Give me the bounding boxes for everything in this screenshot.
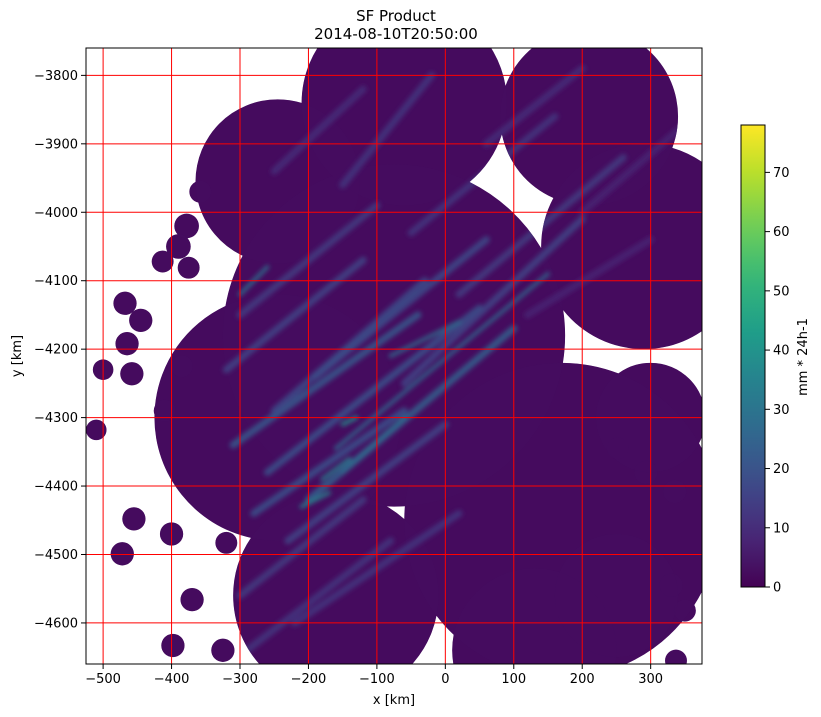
coverage-disc: [177, 256, 200, 279]
coverage-disc: [120, 362, 144, 386]
x-tick-label: −200: [291, 672, 327, 687]
y-tick-label: −4500: [34, 548, 78, 563]
x-tick-label: 300: [638, 672, 663, 687]
coverage-disc: [161, 633, 185, 658]
coverage-disc: [153, 399, 176, 422]
chart-title: SF Product: [356, 7, 436, 25]
precip-streak: [243, 537, 395, 654]
y-tick-label: −4400: [34, 480, 78, 495]
coverage-disc: [500, 48, 679, 206]
heatmap-layer: [86, 48, 702, 664]
precip-streak: [270, 85, 367, 175]
colorbar-tick-label: 40: [773, 344, 790, 359]
precip-streak: [482, 65, 586, 148]
precip-streak: [222, 256, 367, 374]
precip-streak: [388, 319, 462, 358]
coverage-disc: [174, 213, 199, 239]
x-tick-label: 200: [570, 672, 595, 687]
precip-streak: [340, 415, 359, 427]
precip-streak: [340, 415, 407, 475]
precip-streak: [311, 236, 490, 381]
precip-streak: [400, 215, 586, 387]
coverage-disc: [662, 479, 687, 504]
precip-streak: [250, 407, 408, 517]
colorbar-gradient: [740, 124, 766, 588]
coverage-disc: [166, 234, 191, 259]
coverage-disc: [215, 531, 238, 554]
precip-streak: [339, 71, 436, 189]
colorbar-label: mm * 24h-1: [796, 318, 811, 396]
colorbar-tick-label: 50: [773, 284, 790, 299]
coverage-disc: [129, 308, 153, 333]
y-tick-label: −4000: [34, 206, 78, 221]
colorbar: 0 10 20 30 40 50 60 70 mm * 24h-1: [740, 124, 811, 596]
coverage-disc: [634, 460, 658, 484]
coverage-disc: [211, 638, 235, 662]
coverage-disc: [301, 48, 507, 206]
y-tick-label: −3800: [34, 69, 78, 84]
coverage-disc: [151, 250, 174, 273]
x-tick-label: −300: [222, 672, 258, 687]
colorbar-tick-label: 0: [773, 581, 781, 596]
y-tick-label: −4100: [34, 274, 78, 289]
coverage-disc: [195, 99, 360, 264]
precip-streak: [523, 236, 655, 319]
x-tick-label: 0: [441, 672, 449, 687]
coverage-disc: [86, 419, 107, 441]
coverage-disc: [606, 437, 629, 460]
coverage-disc: [673, 599, 696, 622]
coverage-disc: [113, 291, 137, 315]
colorbar-tick-label: 60: [773, 225, 790, 240]
x-tick-label: 100: [501, 672, 526, 687]
y-axis-label: y [km]: [10, 335, 25, 377]
y-tick-label: −4200: [34, 343, 78, 358]
coverage-disc: [115, 332, 139, 356]
y-tick-label: −4300: [34, 411, 78, 426]
coverage-disc: [110, 542, 134, 566]
chart-subtitle: 2014-08-10T20:50:00: [314, 25, 478, 43]
precip-streak: [236, 496, 367, 600]
plot-frame: [85, 47, 703, 665]
x-tick-label: −400: [154, 672, 190, 687]
coverage-disc: [665, 649, 687, 664]
coverage-disc: [452, 568, 617, 664]
coverage-disc: [659, 573, 683, 597]
colorbar-ticks: 0 10 20 30 40 50 60 70: [765, 166, 790, 596]
precip-streak: [299, 490, 331, 509]
precip-streak: [229, 311, 422, 449]
precip-streak: [284, 420, 449, 545]
precip-streak: [320, 456, 352, 482]
coverage-disc: [180, 588, 204, 612]
y-tick-label: −3900: [34, 137, 78, 152]
coverage-disc: [404, 362, 702, 664]
colorbar-tick-label: 20: [773, 462, 790, 477]
coverage-disc: [170, 355, 193, 378]
colorbar-tick-label: 70: [773, 166, 790, 181]
x-axis-label: x [km]: [373, 693, 415, 708]
grid-lines: [86, 48, 702, 664]
coverage-disc: [122, 507, 146, 531]
coverage-disc: [554, 533, 679, 658]
y-tick-label: −4600: [34, 616, 78, 631]
x-axis-ticks: −500 −400 −300 −200 −100 0 100 200 300: [85, 664, 663, 687]
y-axis-ticks: −3800 −3900 −4000 −4100 −4200 −4300 −4400 −4500…: [34, 69, 86, 631]
plot-area: −500 −400 −300 −200 −100 0 100 200 300 −3800 −390…: [34, 47, 703, 687]
precip-streak: [333, 271, 550, 451]
x-tick-label: −100: [359, 672, 395, 687]
colorbar-tick-label: 10: [773, 521, 790, 536]
coverage-disc: [189, 180, 212, 203]
precip-streak: [263, 304, 484, 476]
x-tick-label: −500: [85, 672, 121, 687]
colorbar-tick-label: 30: [773, 403, 790, 418]
